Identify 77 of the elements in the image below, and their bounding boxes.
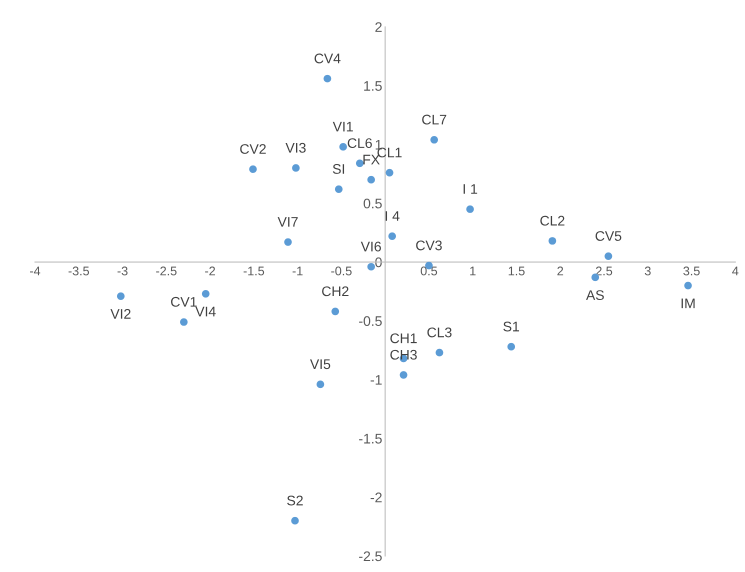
y-tick-label: 1 <box>376 140 382 150</box>
x-tick-label: -2.5 <box>156 266 177 276</box>
point <box>249 165 257 173</box>
annotation: VI5 <box>310 359 330 370</box>
annotation: VI7 <box>278 217 298 227</box>
annotation: CV2 <box>240 144 266 154</box>
annotation: I 1 <box>464 184 478 194</box>
x-tick-label: 1 <box>470 266 476 276</box>
annotation: FX <box>363 154 380 164</box>
x-tick-label: -1 <box>292 266 303 276</box>
point <box>180 318 188 326</box>
x-tick-label: -4 <box>30 266 40 276</box>
x-tick-label: -0.5 <box>331 266 352 276</box>
point <box>367 176 375 184</box>
annotation: CV3 <box>416 240 442 250</box>
point <box>334 185 343 193</box>
annotation: CV1 <box>171 296 197 307</box>
point <box>388 232 396 240</box>
point <box>507 342 516 350</box>
annotation: CL7 <box>422 114 446 125</box>
annotation: CV4 <box>314 54 340 64</box>
point <box>117 292 125 300</box>
x-tick-label: 0.5 <box>420 266 438 276</box>
annotation: AS <box>586 290 604 300</box>
annotation: VI2 <box>110 309 131 319</box>
point <box>604 252 612 260</box>
annotation: VI1 <box>332 122 353 132</box>
point <box>386 168 394 176</box>
point <box>548 237 556 245</box>
x-tick-label: -3.5 <box>68 266 90 276</box>
point <box>331 308 340 316</box>
y-tick-label: -0.5 <box>359 316 382 326</box>
x-tick-label: 2 <box>557 266 564 276</box>
annotation: I 4 <box>386 211 400 221</box>
y-tick-label: -1.5 <box>359 434 382 444</box>
x-tick-label: 3 <box>644 266 651 276</box>
point <box>367 262 375 271</box>
annotation: CV5 <box>596 231 622 241</box>
annotation: VI3 <box>286 142 306 153</box>
annotation: CH2 <box>322 286 348 296</box>
point <box>292 164 300 172</box>
y-tick-label: 0.5 <box>364 198 382 208</box>
y-tick-label: 1.5 <box>364 81 382 91</box>
point <box>430 136 438 144</box>
x-tick-label: 4 <box>732 266 738 276</box>
x-tick-label: -3 <box>118 266 128 276</box>
point <box>339 143 347 151</box>
point <box>291 516 299 525</box>
y-tick-label: -1 <box>370 375 382 385</box>
x-tick-label: -2 <box>205 266 216 276</box>
y-tick-label: -2.5 <box>359 551 382 562</box>
x-tick-label: 3.5 <box>683 266 700 276</box>
y-tick-label: -2 <box>370 492 382 502</box>
point <box>316 380 324 388</box>
point <box>202 290 210 298</box>
annotation: S2 <box>287 496 303 506</box>
annotation: CH1 <box>390 333 417 344</box>
annotation: VI6 <box>360 242 381 252</box>
annotation: CH3 <box>390 350 417 360</box>
y-tick-label: 2 <box>375 22 382 32</box>
point <box>466 205 474 213</box>
x-tick-label: 1.5 <box>508 266 525 276</box>
point <box>324 74 332 82</box>
point <box>284 238 292 246</box>
point <box>356 159 364 168</box>
point <box>684 282 692 290</box>
point <box>400 371 408 379</box>
annotation: CL3 <box>427 327 452 338</box>
x-tick-label: -1.5 <box>244 266 264 276</box>
annotation: CL6 <box>348 138 372 148</box>
annotation: CL2 <box>540 216 564 226</box>
point <box>436 348 444 356</box>
annotation: IM <box>682 298 695 308</box>
annotation: S1 <box>503 322 520 332</box>
annotation: VI4 <box>195 306 216 316</box>
annotation: SI <box>332 164 344 174</box>
annotation: CL1 <box>378 148 402 158</box>
